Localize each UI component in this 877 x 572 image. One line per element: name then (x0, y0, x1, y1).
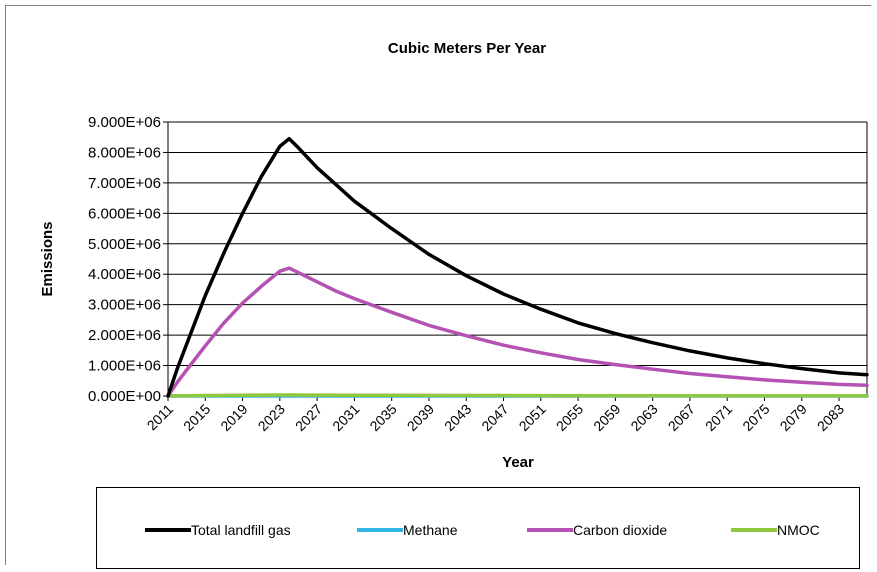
y-tick-label: 0.000E+00 (88, 388, 161, 405)
y-tick-label: 2.000E+06 (88, 327, 161, 344)
x-tick-label: 2019 (217, 401, 250, 434)
x-tick-label: 2075 (739, 401, 772, 434)
y-tick-label: 3.000E+06 (88, 297, 161, 314)
chart-canvas: Cubic Meters Per Year 0.000E+00 1.000E+06… (39, 40, 869, 471)
series-line-total-landfill-gas (166, 136, 869, 398)
x-tick-label: 2031 (329, 401, 362, 434)
y-tick-label: 6.000E+06 (88, 205, 161, 222)
x-tick-label: 2047 (478, 401, 511, 434)
series-line-carbon-dioxide (166, 266, 869, 398)
legend-swatch-total (145, 528, 191, 532)
x-tick-label: 2083 (814, 401, 847, 434)
x-tick-label: 2071 (702, 401, 735, 434)
legend-swatch-co2 (527, 528, 573, 532)
y-tick-label: 9.000E+06 (88, 114, 161, 131)
x-tick-label: 2059 (590, 401, 623, 434)
legend-item-co2: Carbon dioxide (527, 522, 667, 538)
x-tick-label: 2079 (777, 401, 810, 434)
legend: Total landfill gas Methane Carbon dioxid… (96, 487, 860, 569)
x-axis-title: Year (502, 454, 534, 471)
x-tick-label: 2051 (516, 401, 549, 434)
legend-item-methane: Methane (357, 522, 457, 538)
x-tick-label: 2027 (292, 401, 325, 434)
x-tick-label: 2063 (627, 401, 660, 434)
x-tick-label: 2055 (553, 401, 586, 434)
x-tick-label: 2043 (441, 401, 474, 434)
series-line-nmoc (166, 393, 869, 398)
x-tick-label: 2015 (180, 401, 213, 434)
x-tick-label: 2023 (255, 401, 288, 434)
x-tick-label: 2035 (366, 401, 399, 434)
x-tick-label: 2067 (665, 401, 698, 434)
legend-swatch-methane (357, 528, 403, 532)
y-tick-label: 8.000E+06 (88, 144, 161, 161)
legend-label-co2: Carbon dioxide (573, 522, 668, 538)
legend-item-total: Total landfill gas (145, 522, 291, 538)
legend-label-nmoc: NMOC (777, 522, 820, 538)
x-tick-label: 2039 (404, 401, 437, 434)
chart-title: Cubic Meters Per Year (388, 40, 546, 57)
chart-frame (5, 5, 871, 565)
legend-label-methane: Methane (403, 522, 458, 538)
y-tick-label: 5.000E+06 (88, 236, 161, 253)
y-tick-label: 7.000E+06 (88, 175, 161, 192)
y-tick-label: 1.000E+06 (88, 358, 161, 375)
x-tick-label: 2011 (144, 401, 177, 434)
legend-label-total: Total landfill gas (191, 522, 291, 538)
y-axis-title: Emissions (39, 221, 56, 296)
legend-swatch-nmoc (731, 528, 777, 532)
y-tick-label: 4.000E+06 (88, 266, 161, 283)
legend-item-nmoc: NMOC (731, 522, 820, 538)
